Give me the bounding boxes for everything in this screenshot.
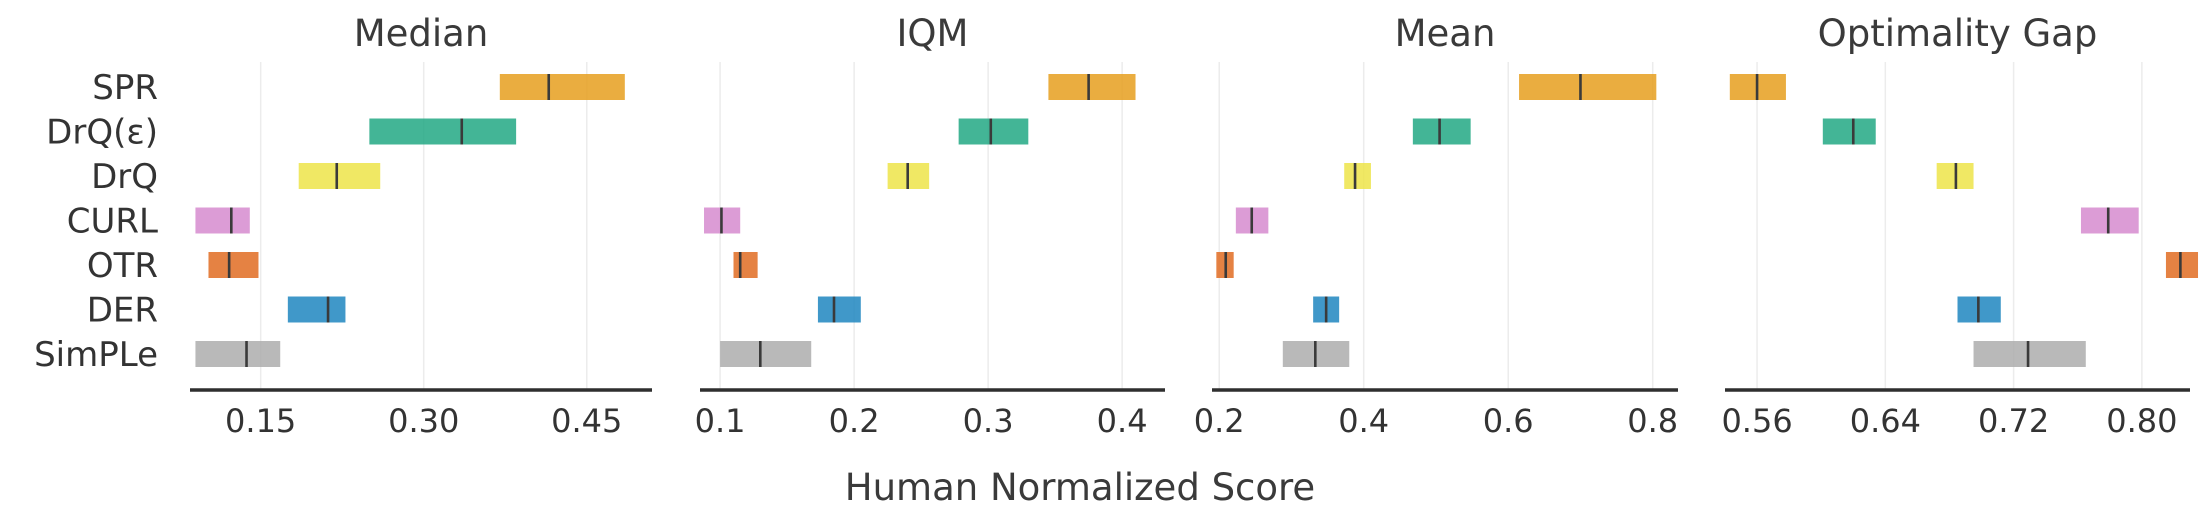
interval-bar-drq	[958, 118, 1029, 145]
tick-label: 0.72	[1978, 402, 2049, 440]
tick-label: 0.64	[1850, 402, 1921, 440]
interval-bar-curl	[195, 207, 250, 234]
interval-bar-otr	[208, 252, 259, 278]
interval-bar-drq	[298, 163, 381, 189]
panel-title-iqm: IQM	[897, 12, 969, 55]
interval-bar-simple	[1973, 341, 2086, 367]
interval-bar-spr	[1048, 74, 1136, 100]
tick-label: 0.2	[1194, 402, 1245, 440]
tick-label: 0.4	[1097, 402, 1148, 440]
tick-label: 0.1	[695, 402, 746, 440]
panel-median: 0.15 0.30 0.45 Median	[190, 12, 652, 440]
x-axis-label: Human Normalized Score	[845, 466, 1315, 509]
interval-bar-drq	[369, 118, 517, 145]
tick-label: 0.4	[1338, 402, 1389, 440]
tick-label: 0.15	[225, 402, 296, 440]
tick-label: 0.2	[829, 402, 880, 440]
tick-label: 0.30	[388, 402, 459, 440]
panel-title-optimality-gap: Optimality Gap	[1818, 12, 2098, 55]
interval-bar-curl	[2080, 207, 2139, 234]
tick-label: 0.45	[551, 402, 622, 440]
algorithm-label-spr: SPR	[92, 68, 158, 108]
algorithm-label-der: DER	[87, 291, 158, 331]
tick-label: 0.6	[1483, 402, 1534, 440]
algorithm-label-simple: SimPLe	[34, 335, 158, 375]
panel-mean: 0.2 0.4 0.6 0.8 Mean	[1194, 12, 1678, 440]
interval-bar-simple	[195, 341, 281, 367]
interval-bar-otr	[733, 252, 758, 278]
interval-bar-der	[287, 296, 346, 323]
interval-bar-spr	[499, 74, 625, 100]
tick-label: 0.3	[963, 402, 1014, 440]
interval-bar-otr	[2165, 252, 2199, 278]
algorithm-label-curl: CURL	[67, 202, 158, 242]
interval-bar-drq	[1344, 163, 1371, 189]
panel-optimality-gap: 0.56 0.64 0.72 0.80 Optimality Gap	[1721, 12, 2199, 440]
tick-label: 0.8	[1627, 402, 1678, 440]
tick-label: 0.56	[1721, 402, 1792, 440]
tick-label: 0.80	[2106, 402, 2177, 440]
interval-bar-drq	[1412, 118, 1471, 145]
interval-bar-der	[817, 296, 861, 323]
interval-bar-drq	[1822, 118, 1876, 145]
panel-title-mean: Mean	[1395, 12, 1496, 55]
algorithm-label-otr: OTR	[87, 246, 158, 286]
panel-iqm: 0.1 0.2 0.3 0.4 IQM	[695, 12, 1165, 440]
interval-bar-simple	[720, 341, 812, 367]
panel-title-median: Median	[354, 12, 489, 55]
algorithm-label-drq: DrQ(ε)	[46, 113, 158, 153]
interval-bar-spr	[1519, 74, 1657, 100]
algorithm-label-drq: DrQ	[91, 157, 158, 197]
